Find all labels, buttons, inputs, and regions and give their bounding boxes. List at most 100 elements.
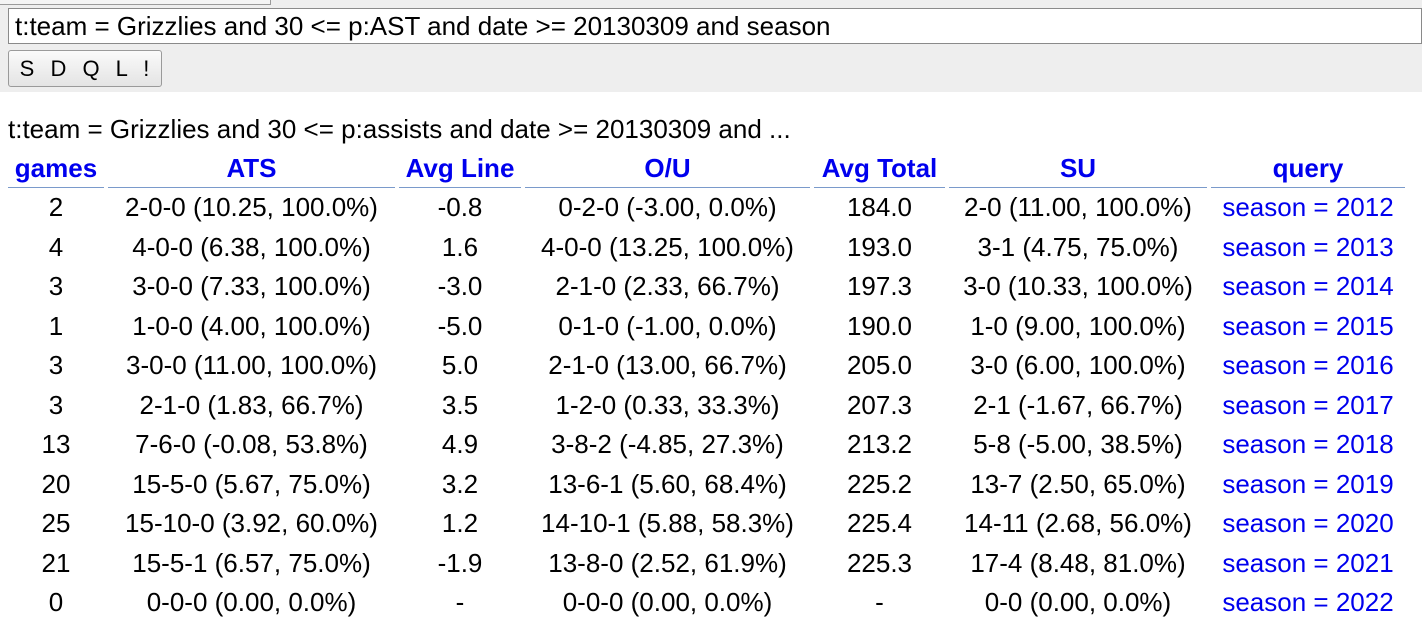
season-query-link[interactable]: season = 2016 xyxy=(1222,350,1394,381)
season-query-link[interactable]: season = 2015 xyxy=(1222,310,1394,341)
cell-games: 3 xyxy=(48,389,64,420)
cell-avg-total: 197.3 xyxy=(846,271,913,302)
cell-avg-total: 190.0 xyxy=(846,310,913,341)
column-header-query[interactable]: query xyxy=(1211,150,1405,188)
sdql-query-input[interactable] xyxy=(8,8,1422,44)
cell-avg-line: - xyxy=(455,587,465,618)
season-query-link[interactable]: season = 2012 xyxy=(1222,192,1394,223)
cell-su: 3-0 (10.33, 100.0%) xyxy=(963,271,1193,302)
results-table-body: 2 2-0-0 (10.25, 100.0%) -0.8 0-2-0 (-3.00, … xyxy=(8,188,1405,623)
season-query-link[interactable]: season = 2013 xyxy=(1222,231,1394,262)
cell-ou: 0-0-0 (0.00, 0.0%) xyxy=(562,587,773,618)
cell-avg-total: 207.3 xyxy=(846,389,913,420)
cell-avg-line: 4.9 xyxy=(441,429,479,460)
season-query-link[interactable]: season = 2021 xyxy=(1222,547,1394,578)
query-toolbar: S D Q L ! xyxy=(0,0,1422,92)
season-query-link[interactable]: season = 2019 xyxy=(1222,468,1394,499)
table-header-row: games ATS Avg Line O/U Avg Total SU quer… xyxy=(8,150,1405,188)
cell-ats: 3-0-0 (11.00, 100.0%) xyxy=(126,350,377,381)
cell-ou: 14-10-1 (5.88, 58.3%) xyxy=(541,508,794,539)
table-row: 13 7-6-0 (-0.08, 53.8%) 4.9 3-8-2 (-4.85, 2… xyxy=(8,425,1405,465)
cell-ats: 15-5-0 (5.67, 75.0%) xyxy=(132,468,371,499)
cell-ats: 2-0-0 (10.25, 100.0%) xyxy=(125,192,378,223)
cell-ou: 2-1-0 (2.33, 66.7%) xyxy=(555,271,780,302)
cell-query: season = 2020 xyxy=(1211,504,1405,544)
cell-avg-total: 205.0 xyxy=(846,350,913,381)
cell-avg-line: -5.0 xyxy=(437,310,483,341)
cell-avg-total: 225.4 xyxy=(846,508,913,539)
cell-su: 2-1 (-1.67, 66.7%) xyxy=(973,389,1183,420)
cell-avg-total: 193.0 xyxy=(846,231,913,262)
cell-ou: 3-8-2 (-4.85, 27.3%) xyxy=(551,429,784,460)
cell-ats: 0-0-0 (0.00, 0.0%) xyxy=(146,587,357,618)
cell-avg-line: 5.0 xyxy=(441,350,479,381)
cell-su: 17-4 (8.48, 81.0%) xyxy=(970,547,1186,578)
cell-games: 13 xyxy=(41,429,71,460)
column-header-games[interactable]: games xyxy=(8,150,104,188)
cell-ou: 2-1-0 (13.00, 66.7%) xyxy=(548,350,787,381)
table-row: 25 15-10-0 (3.92, 60.0%) 1.2 14-10-1 (5.88,… xyxy=(8,504,1405,544)
season-query-link[interactable]: season = 2018 xyxy=(1222,429,1394,460)
cell-games: 1 xyxy=(48,310,64,341)
column-header-ats[interactable]: ATS xyxy=(108,150,395,188)
cell-avg-line: 1.6 xyxy=(441,231,479,262)
cell-ats: 2-1-0 (1.83, 66.7%) xyxy=(139,389,364,420)
cell-ats: 15-5-1 (6.57, 75.0%) xyxy=(132,547,371,578)
table-row: 1 1-0-0 (4.00, 100.0%) -5.0 0-1-0 (-1.00, 0… xyxy=(8,307,1405,347)
cell-su: 3-1 (4.75, 75.0%) xyxy=(977,231,1179,262)
cell-ou: 0-2-0 (-3.00, 0.0%) xyxy=(558,192,777,223)
cell-avg-total: 213.2 xyxy=(846,429,913,460)
cell-query: season = 2018 xyxy=(1211,425,1405,465)
cell-avg-line: 1.2 xyxy=(441,508,479,539)
table-row: 3 2-1-0 (1.83, 66.7%) 3.5 1-2-0 (0.33, 33.3… xyxy=(8,386,1405,426)
cell-query: season = 2014 xyxy=(1211,267,1405,307)
column-header-su[interactable]: SU xyxy=(949,150,1207,188)
results-table: games ATS Avg Line O/U Avg Total SU quer… xyxy=(4,150,1409,623)
results-caption: t:team = Grizzlies and 30 <= p:assists a… xyxy=(8,114,791,144)
season-query-link[interactable]: season = 2022 xyxy=(1222,587,1394,618)
column-header-ou[interactable]: O/U xyxy=(525,150,810,188)
cell-query: season = 2013 xyxy=(1211,228,1405,268)
season-query-link[interactable]: season = 2017 xyxy=(1222,389,1394,420)
season-query-link[interactable]: season = 2020 xyxy=(1222,508,1394,539)
column-header-avg-total[interactable]: Avg Total xyxy=(814,150,945,188)
cell-query: season = 2021 xyxy=(1211,544,1405,584)
cell-query: season = 2016 xyxy=(1211,346,1405,386)
cell-games: 25 xyxy=(41,508,71,539)
cell-su: 2-0 (11.00, 100.0%) xyxy=(964,192,1192,223)
cell-ats: 4-0-0 (6.38, 100.0%) xyxy=(132,231,371,262)
cell-ats: 3-0-0 (7.33, 100.0%) xyxy=(132,271,371,302)
cell-games: 3 xyxy=(48,271,64,302)
table-row: 3 3-0-0 (7.33, 100.0%) -3.0 2-1-0 (2.33, 66… xyxy=(8,267,1405,307)
cell-ou: 13-6-1 (5.60, 68.4%) xyxy=(548,468,787,499)
cell-su: 5-8 (-5.00, 38.5%) xyxy=(973,429,1183,460)
cell-query: season = 2019 xyxy=(1211,465,1405,505)
cell-query: season = 2022 xyxy=(1211,583,1405,623)
cell-ou: 1-2-0 (0.33, 33.3%) xyxy=(555,389,780,420)
column-header-avg-line[interactable]: Avg Line xyxy=(399,150,521,188)
cell-games: 2 xyxy=(48,192,64,223)
sdql-submit-button[interactable]: S D Q L ! xyxy=(8,50,162,87)
season-query-link[interactable]: season = 2014 xyxy=(1222,271,1394,302)
table-row: 2 2-0-0 (10.25, 100.0%) -0.8 0-2-0 (-3.00, … xyxy=(8,188,1405,228)
table-row: 0 0-0-0 (0.00, 0.0%) - 0-0-0 (0.00, 0.0%) - 0… xyxy=(8,583,1405,623)
cell-avg-total: - xyxy=(875,587,884,618)
cell-ou: 13-8-0 (2.52, 61.9%) xyxy=(548,547,787,578)
cell-su: 0-0 (0.00, 0.0%) xyxy=(984,587,1172,618)
cell-avg-total: 225.3 xyxy=(846,547,913,578)
cell-ats: 7-6-0 (-0.08, 53.8%) xyxy=(135,429,368,460)
table-row: 20 15-5-0 (5.67, 75.0%) 3.2 13-6-1 (5.60, 6… xyxy=(8,465,1405,505)
cell-ou: 0-1-0 (-1.00, 0.0%) xyxy=(558,310,777,341)
cell-avg-line: 3.2 xyxy=(441,468,479,499)
cell-avg-line: 3.5 xyxy=(441,389,479,420)
cell-su: 13-7 (2.50, 65.0%) xyxy=(970,468,1186,499)
cell-query: season = 2017 xyxy=(1211,386,1405,426)
cell-query: season = 2012 xyxy=(1211,188,1405,228)
cell-ou: 4-0-0 (13.25, 100.0%) xyxy=(541,231,794,262)
table-row: 21 15-5-1 (6.57, 75.0%) -1.9 13-8-0 (2.52, … xyxy=(8,544,1405,584)
cell-avg-total: 184.0 xyxy=(846,192,913,223)
table-row: 3 3-0-0 (11.00, 100.0%) 5.0 2-1-0 (13.00, 6… xyxy=(8,346,1405,386)
cell-avg-total: 225.2 xyxy=(846,468,913,499)
cell-avg-line: -1.9 xyxy=(437,547,483,578)
cell-su: 14-11 (2.68, 56.0%) xyxy=(964,508,1192,539)
